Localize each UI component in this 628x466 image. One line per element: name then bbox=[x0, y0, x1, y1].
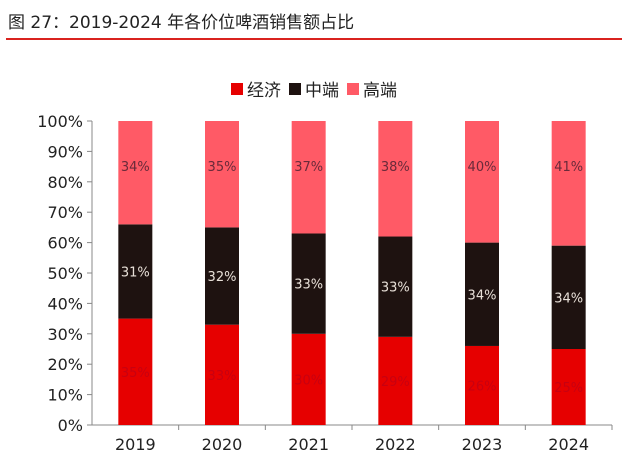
bar-segment bbox=[118, 318, 153, 425]
bar-segment bbox=[205, 324, 239, 425]
x-tick-label: 2020 bbox=[202, 435, 243, 454]
data-label: 37% bbox=[294, 160, 323, 175]
legend-swatch bbox=[289, 82, 301, 95]
y-tick-label: 100% bbox=[37, 112, 83, 131]
x-tick-label: 2024 bbox=[548, 435, 589, 454]
y-tick-label: 30% bbox=[47, 325, 83, 344]
data-label: 35% bbox=[121, 366, 150, 381]
x-tick-label: 2022 bbox=[375, 435, 416, 454]
bar-segment bbox=[291, 233, 326, 334]
y-tick-label: 70% bbox=[47, 203, 83, 222]
legend-label: 高端 bbox=[363, 81, 397, 101]
y-tick-label: 60% bbox=[47, 234, 83, 253]
y-tick-label: 10% bbox=[47, 386, 83, 405]
figure-title: 图 27：2019-2024 年各价位啤酒销售额占比 bbox=[8, 13, 355, 33]
bar-segment bbox=[378, 121, 413, 237]
x-tick-label: 2019 bbox=[115, 435, 156, 454]
legend-item: 中端 bbox=[289, 76, 339, 101]
data-label: 33% bbox=[208, 369, 237, 384]
bar-segment bbox=[551, 245, 586, 349]
bar-segment bbox=[465, 345, 499, 425]
y-tick-label: 90% bbox=[47, 142, 83, 161]
bar-segment bbox=[551, 121, 586, 246]
bar-segment bbox=[378, 336, 413, 425]
data-label: 25% bbox=[554, 381, 583, 396]
y-tick-label: 40% bbox=[47, 294, 83, 313]
bar-segment bbox=[291, 121, 326, 234]
data-label: 33% bbox=[294, 278, 323, 293]
y-tick-label: 50% bbox=[47, 264, 83, 283]
y-tick-label: 0% bbox=[58, 416, 83, 435]
data-label: 33% bbox=[381, 281, 410, 296]
y-tick-label: 80% bbox=[47, 173, 83, 192]
data-label: 40% bbox=[468, 160, 497, 175]
data-label: 41% bbox=[554, 160, 583, 175]
bar-segment bbox=[551, 349, 586, 425]
x-tick-label: 2023 bbox=[462, 435, 503, 454]
bar-segment bbox=[291, 333, 326, 425]
data-label: 26% bbox=[468, 379, 497, 394]
legend-label: 经济 bbox=[247, 81, 281, 101]
data-label: 34% bbox=[468, 288, 497, 303]
bar-segment bbox=[205, 227, 239, 325]
bar-segment bbox=[465, 121, 499, 243]
legend-swatch bbox=[347, 82, 359, 95]
data-label: 38% bbox=[381, 160, 410, 175]
bar-segment bbox=[118, 224, 153, 319]
legend-item: 经济 bbox=[231, 76, 281, 101]
bar-segment bbox=[465, 242, 499, 346]
legend-item: 高端 bbox=[347, 76, 397, 101]
y-tick-label: 20% bbox=[47, 355, 83, 374]
bar-segment bbox=[118, 121, 153, 225]
data-label: 30% bbox=[294, 373, 323, 388]
x-tick-label: 2021 bbox=[288, 435, 329, 454]
legend-label: 中端 bbox=[305, 81, 339, 101]
data-label: 35% bbox=[208, 160, 237, 175]
data-label: 31% bbox=[121, 265, 150, 280]
legend: 经济 中端 高端 bbox=[0, 76, 628, 101]
data-label: 34% bbox=[554, 291, 583, 306]
bar-segment bbox=[378, 236, 413, 337]
legend-swatch bbox=[231, 82, 243, 95]
title-divider bbox=[6, 38, 622, 40]
bar-segment bbox=[205, 121, 239, 228]
data-label: 34% bbox=[121, 160, 150, 175]
data-label: 29% bbox=[381, 375, 410, 390]
data-label: 32% bbox=[208, 270, 237, 285]
